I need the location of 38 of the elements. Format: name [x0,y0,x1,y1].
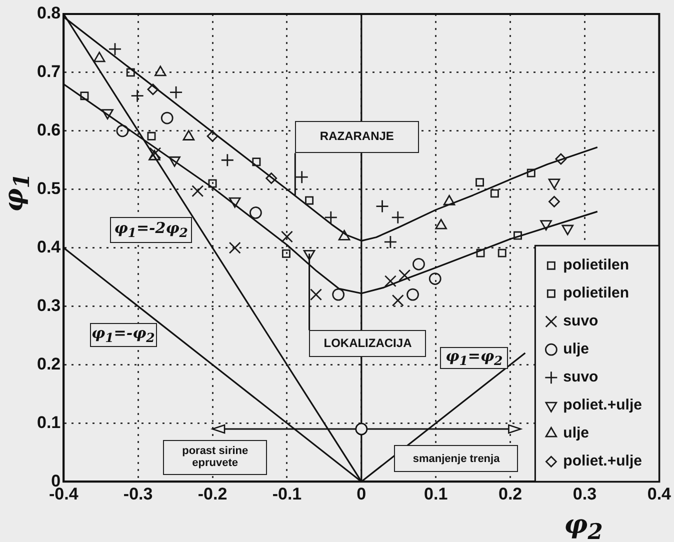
label-frame: φ$_{1}$=-φ$_{2}$ [90,323,157,347]
label-frame: RAZARANJE [295,120,419,154]
x-tick-label: 0 [356,484,366,504]
label-frame: φ$_{1}$=-2φ$_{2}$ [110,217,192,243]
x-tick-label: -0.2 [198,484,228,504]
annotation: φ$_{1}$=-2φ$_{2}$ [114,219,188,240]
x-tick-label: 0.1 [424,484,448,504]
x-tick-label: 0.4 [647,484,672,504]
label-frame: LOKALIZACIJA [309,330,426,356]
y-tick-label: 0.6 [36,120,61,140]
annotation: smanjenje trenja [412,452,500,465]
legend-label: suvo [563,368,598,386]
x-tick-label: 0.2 [498,484,522,504]
legend-label: suvo [563,312,598,330]
y-tick-label: 0.5 [36,179,61,198]
legend-label: polietilen [563,284,630,302]
annotation: LOKALIZACIJA [324,336,412,350]
legend-label: poliet.+ulje [563,452,642,470]
label-frame: porast sirine epruvete [163,440,267,475]
y-tick-label: 0.2 [36,354,61,374]
x-tick-label: -0.3 [123,484,153,504]
y-tick-label: 0.8 [36,4,61,23]
y-tick-label: 0.7 [36,62,61,82]
x-tick-label: -0.1 [272,484,302,504]
annotation: φ$_{1}$=φ$_{2}$ [446,346,503,368]
legend-label: polietilen [563,256,630,274]
legend-label: ulje [563,340,590,358]
y-tick-label: 0.3 [36,296,61,315]
legend-label: ulje [563,424,590,442]
x-axis-title: φ$_{2}$ [564,510,603,542]
annotation: porast sirine epruvete [181,444,250,470]
x-tick-label: 0.3 [572,484,597,504]
label-frame: smanjenje trenja [394,445,518,472]
y-tick-label: 0.4 [36,237,62,256]
legend-label: poliet.+ulje [563,396,642,414]
annotation: RAZARANJE [320,129,394,144]
y-tick-label: 0.1 [36,412,61,432]
label-frame: φ$_{1}$=φ$_{2}$ [440,346,508,369]
